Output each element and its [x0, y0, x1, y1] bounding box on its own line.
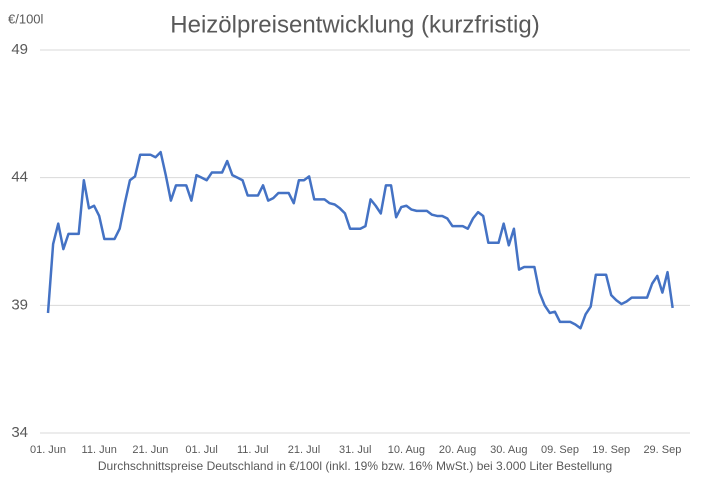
x-tick-label: 19. Sep: [592, 444, 630, 456]
x-tick-label: 21. Jun: [132, 444, 168, 456]
y-tick-label: 49: [11, 41, 28, 58]
x-tick-label: 20. Aug: [439, 444, 476, 456]
y-axis-label: €/100l: [8, 11, 44, 26]
chart-title: Heizölpreisentwicklung (kurzfristig): [170, 11, 539, 38]
x-tick-label: 29. Sep: [643, 444, 681, 456]
x-tick-label: 31. Jul: [339, 444, 371, 456]
price-line: [46, 150, 674, 330]
x-axis-label: Durchschnittspreise Deutschland in €/100…: [98, 459, 612, 473]
x-tick-label: 01. Jun: [30, 444, 66, 456]
x-tick-label: 09. Sep: [541, 444, 579, 456]
x-tick-label: 10. Aug: [388, 444, 425, 456]
x-tick-label: 11. Jul: [237, 444, 269, 456]
y-tick-label: 44: [11, 169, 28, 186]
y-tick-label: 34: [11, 424, 28, 441]
y-tick-label: 39: [11, 296, 28, 313]
x-tick-label: 11. Jun: [82, 444, 117, 456]
x-tick-label: 30. Aug: [490, 444, 527, 456]
x-tick-label: 01. Jul: [185, 444, 217, 456]
x-tick-label: 21. Jul: [288, 444, 320, 456]
